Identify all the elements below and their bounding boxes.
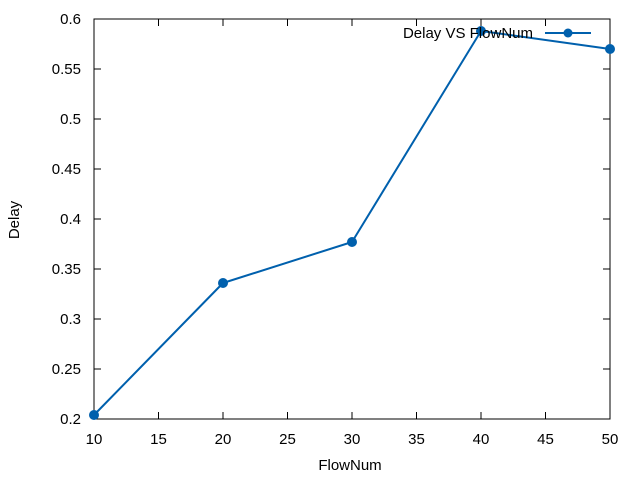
- y-axis-ticks: 0.2 0.25 0.3 0.35 0.4 0.45 0.5 0.55 0.6: [52, 11, 610, 428]
- y-tick-label: 0.2: [60, 411, 81, 428]
- x-axis-title: FlowNum: [318, 457, 381, 474]
- y-axis-title: Delay: [6, 200, 23, 239]
- x-tick-label: 20: [215, 431, 232, 448]
- x-tick-label: 25: [279, 431, 296, 448]
- series-group: [89, 26, 615, 420]
- x-tick-label: 35: [408, 431, 425, 448]
- x-tick-label: 30: [344, 431, 361, 448]
- data-point: [476, 26, 486, 36]
- y-tick-label: 0.5: [60, 111, 81, 128]
- y-tick-label: 0.45: [52, 161, 81, 178]
- x-tick-label: 45: [537, 431, 554, 448]
- series-line: [93, 30, 611, 416]
- x-axis-ticks: 10 15 20 25 30 35 40 45 50: [86, 19, 619, 448]
- y-tick-label: 0.35: [52, 261, 81, 278]
- x-tick-label: 50: [602, 431, 619, 448]
- y-tick-label: 0.55: [52, 61, 81, 78]
- plot-frame: [93, 18, 611, 420]
- legend: Delay VS FlowNum: [403, 25, 591, 42]
- y-tick-label: 0.3: [60, 311, 81, 328]
- y-tick-label: 0.25: [52, 361, 81, 378]
- legend-marker: [563, 28, 573, 38]
- x-tick-label: 10: [86, 431, 103, 448]
- data-point: [605, 44, 615, 54]
- y-tick-label: 0.4: [60, 211, 81, 228]
- data-point: [218, 278, 228, 288]
- legend-label: Delay VS FlowNum: [403, 25, 533, 42]
- x-tick-label: 15: [150, 431, 167, 448]
- data-point: [89, 410, 99, 420]
- data-point: [347, 237, 357, 247]
- x-tick-label: 40: [473, 431, 490, 448]
- y-tick-label: 0.6: [60, 11, 81, 28]
